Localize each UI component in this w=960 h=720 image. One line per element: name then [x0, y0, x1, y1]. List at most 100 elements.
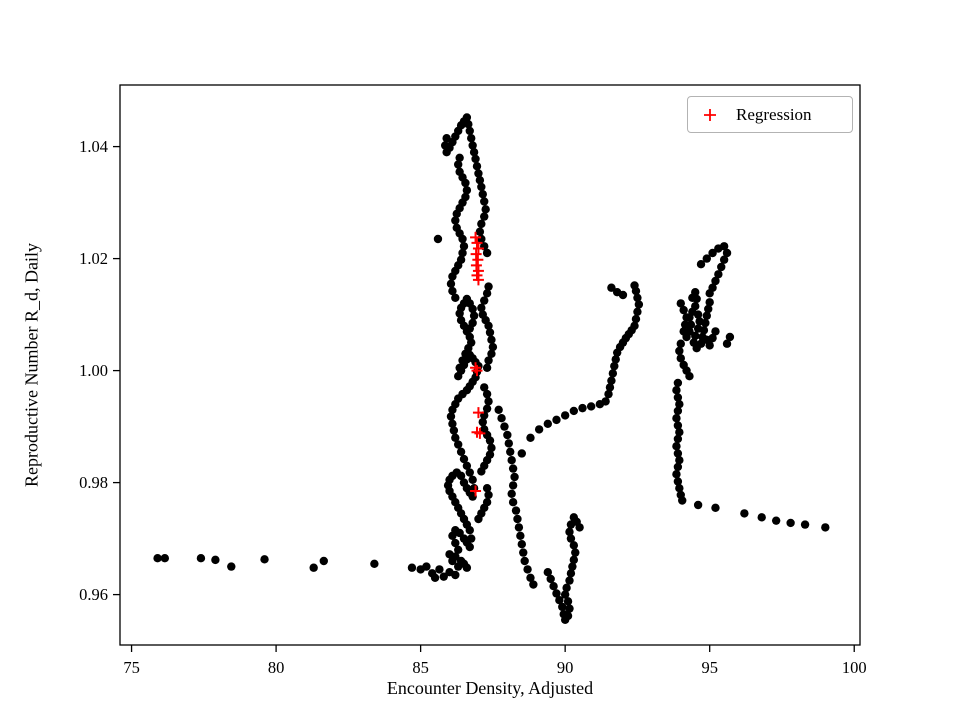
- data-point: [513, 514, 522, 524]
- data-point: [503, 430, 512, 440]
- data-point: [673, 462, 683, 472]
- data-point: [711, 276, 720, 286]
- data-point: [673, 393, 683, 402]
- data-point: [480, 197, 489, 206]
- data-point: [494, 405, 503, 414]
- data-point: [705, 298, 714, 307]
- data-point: [507, 489, 516, 498]
- data-point: [465, 468, 474, 477]
- data-point: [680, 320, 690, 329]
- data-point: [560, 590, 570, 599]
- data-point: [562, 583, 571, 593]
- data-point: [688, 293, 697, 302]
- data-point: [800, 520, 810, 529]
- data-point: [675, 428, 684, 437]
- data-point: [370, 559, 379, 568]
- data-point: [435, 565, 444, 574]
- data-point: [563, 597, 573, 606]
- data-point: [487, 335, 496, 344]
- data-point: [455, 167, 464, 176]
- data-point: [708, 333, 717, 343]
- data-point: [454, 372, 463, 381]
- data-point: [704, 304, 713, 314]
- plus-marker-icon: [704, 108, 716, 121]
- data-point: [477, 467, 486, 476]
- data-point: [472, 162, 482, 171]
- data-point: [675, 484, 684, 493]
- data-point: [480, 296, 489, 305]
- data-point: [610, 361, 619, 371]
- data-point: [469, 148, 479, 157]
- data-point: [468, 475, 477, 484]
- regression-point: [470, 231, 482, 243]
- data-point: [757, 513, 766, 522]
- data-point: [607, 376, 616, 385]
- data-point: [456, 447, 466, 456]
- data-point: [517, 449, 526, 458]
- data-point: [456, 471, 466, 481]
- data-point: [407, 563, 417, 572]
- data-point: [699, 326, 709, 335]
- data-point: [462, 113, 472, 122]
- data-point: [679, 305, 688, 315]
- data-point: [711, 327, 720, 336]
- data-point: [586, 402, 596, 411]
- data-point: [469, 311, 479, 320]
- data-point: [711, 503, 720, 512]
- data-point: [633, 293, 642, 302]
- data-point: [552, 589, 561, 598]
- data-point: [484, 490, 493, 500]
- data-point: [480, 212, 489, 221]
- data-point: [511, 506, 521, 515]
- data-point: [485, 436, 495, 445]
- data-point: [558, 602, 567, 612]
- data-point: [485, 328, 495, 337]
- data-point: [546, 574, 555, 584]
- x-tick-label: 85: [412, 658, 429, 677]
- data-point: [474, 169, 483, 178]
- data-point: [446, 279, 456, 288]
- regression-point: [470, 485, 482, 497]
- data-point: [446, 412, 456, 421]
- data-point: [691, 302, 700, 311]
- data-point: [673, 421, 683, 430]
- data-point: [552, 415, 561, 425]
- data-point: [740, 509, 749, 518]
- data-point: [456, 255, 466, 264]
- x-tick-label: 80: [268, 658, 285, 677]
- data-point: [543, 568, 553, 577]
- data-point: [462, 563, 472, 572]
- data-point: [675, 400, 684, 409]
- data-point: [672, 414, 681, 423]
- regression-point: [472, 243, 484, 255]
- scatter-series-data: [153, 113, 830, 624]
- data-point: [575, 523, 584, 532]
- data-point: [526, 573, 535, 582]
- data-point: [462, 186, 472, 195]
- data-point: [821, 523, 830, 532]
- data-point: [482, 363, 492, 372]
- data-point: [477, 219, 486, 229]
- data-point: [477, 182, 486, 192]
- data-point: [672, 470, 681, 479]
- y-tick-label: 0.96: [79, 585, 108, 604]
- data-point: [484, 282, 493, 291]
- legend: Regression: [687, 96, 853, 133]
- data-point: [543, 419, 553, 428]
- data-point: [714, 270, 723, 279]
- data-point: [672, 442, 681, 451]
- data-point: [569, 541, 579, 550]
- data-point: [430, 573, 440, 582]
- data-point: [508, 481, 518, 490]
- data-point: [719, 255, 729, 264]
- data-point: [471, 154, 480, 164]
- data-point: [693, 500, 703, 510]
- data-point: [260, 555, 269, 564]
- data-point: [482, 404, 492, 413]
- data-point: [455, 363, 464, 372]
- x-tick-label: 90: [557, 658, 574, 677]
- data-point: [566, 534, 576, 543]
- data-point: [685, 372, 694, 381]
- data-point: [153, 554, 162, 563]
